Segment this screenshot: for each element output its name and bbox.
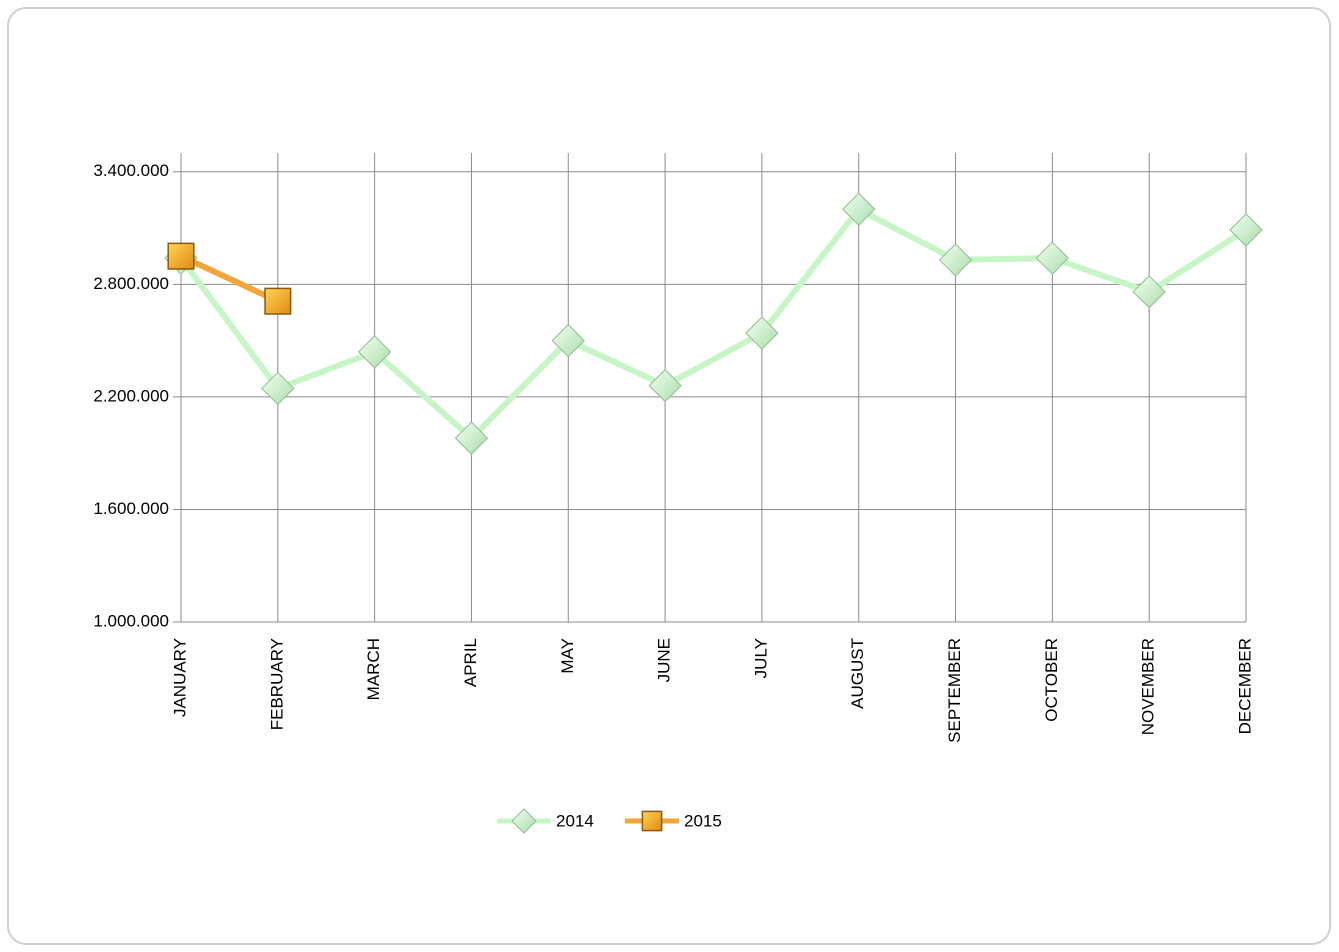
marker-square bbox=[264, 287, 292, 315]
marker-diamond bbox=[648, 368, 682, 403]
x-tick-label: MARCH bbox=[364, 638, 383, 700]
marker-diamond bbox=[842, 192, 876, 226]
legend-item: 2015 bbox=[625, 810, 722, 832]
x-tick-label: JUNE bbox=[655, 638, 674, 682]
legend-item: 2014 bbox=[497, 808, 594, 834]
x-tick-label: FEBRUARY bbox=[267, 638, 286, 730]
y-tick-label: 1.600.000 bbox=[93, 499, 169, 518]
y-tick-label: 3.400.000 bbox=[93, 161, 169, 180]
y-tick-label: 2.800.000 bbox=[93, 274, 169, 293]
marker-diamond bbox=[1035, 241, 1070, 275]
x-tick-label: SEPTEMBER bbox=[945, 638, 964, 743]
x-tick-label: OCTOBER bbox=[1042, 638, 1061, 722]
marker-diamond bbox=[938, 243, 973, 277]
x-tick-label: JULY bbox=[751, 638, 770, 678]
x-tick-label: JANUARY bbox=[170, 638, 189, 717]
legend-label: 2015 bbox=[684, 811, 722, 830]
x-tick-label: NOVEMBER bbox=[1139, 638, 1158, 735]
marker-diamond bbox=[261, 371, 295, 406]
x-tick-label: APRIL bbox=[461, 638, 480, 687]
x-tick-label: MAY bbox=[558, 638, 577, 674]
x-tick-label: DECEMBER bbox=[1235, 638, 1254, 734]
marker-diamond bbox=[511, 808, 537, 834]
marker-square bbox=[641, 810, 663, 832]
marker-diamond bbox=[551, 323, 585, 358]
marker-diamond bbox=[357, 335, 392, 369]
marker-diamond bbox=[1229, 213, 1263, 247]
series-line bbox=[179, 253, 280, 304]
chart-frame bbox=[7, 7, 1331, 945]
y-tick-label: 1.000.000 bbox=[93, 611, 169, 630]
marker-square bbox=[167, 242, 195, 270]
x-tick-label: AUGUST bbox=[848, 638, 867, 709]
marker-diamond bbox=[1132, 275, 1166, 309]
legend-label: 2014 bbox=[556, 811, 594, 830]
series-line bbox=[178, 206, 1248, 442]
marker-diamond bbox=[454, 421, 489, 455]
y-tick-label: 2.200.000 bbox=[93, 386, 169, 405]
marker-diamond bbox=[745, 316, 779, 350]
